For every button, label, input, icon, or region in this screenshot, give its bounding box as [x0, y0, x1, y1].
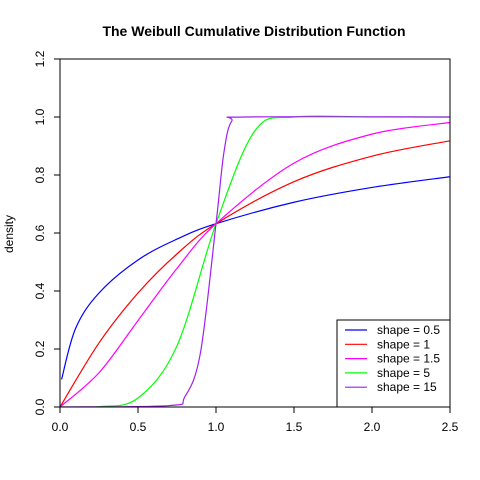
y-tick-label: 0.4 [33, 282, 47, 299]
y-tick-label: 1.0 [33, 108, 47, 125]
x-tick-label: 0.0 [52, 420, 69, 434]
legend-label: shape = 5 [377, 366, 430, 380]
x-tick-label: 2.5 [442, 420, 459, 434]
axis-ticks: 0.0 0.5 1.0 1.5 2.0 2.5 0.0 0.2 0.4 0.6 0.8 1.0 1.2 [33, 50, 459, 434]
y-tick-label: 0.2 [33, 340, 47, 357]
legend-box [336, 319, 451, 408]
y-axis-label: density [2, 215, 16, 253]
legend-label: shape = 1 [377, 337, 430, 351]
series-line [60, 121, 450, 407]
x-tick-label: 1.5 [286, 420, 303, 434]
x-tick-label: 0.5 [130, 420, 147, 434]
legend-label: shape = 1.5 [377, 352, 440, 366]
series-lines [60, 115, 450, 407]
chart-title: The Weibull Cumulative Distribution Func… [102, 23, 405, 39]
legend-label: shape = 0.5 [377, 323, 440, 337]
y-tick-label: 1.2 [33, 50, 47, 67]
y-tick-label: 0.6 [33, 224, 47, 241]
x-tick-label: 2.0 [364, 420, 381, 434]
x-tick-label: 1.0 [208, 420, 225, 434]
series-line [60, 116, 450, 407]
legend-label: shape = 15 [377, 380, 437, 394]
y-tick-label: 0.0 [33, 398, 47, 415]
plot-frame [59, 58, 451, 408]
y-tick-label: 0.8 [33, 166, 47, 183]
series-line [60, 176, 450, 380]
series-line [60, 140, 450, 407]
